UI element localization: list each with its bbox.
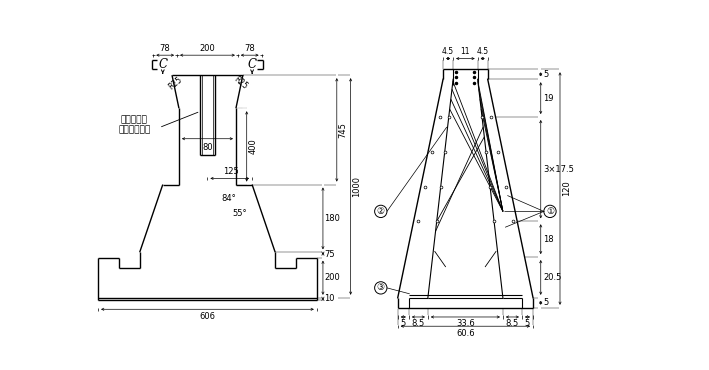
Text: 80: 80 xyxy=(202,143,213,152)
Text: 5: 5 xyxy=(543,70,548,79)
Text: 75: 75 xyxy=(325,250,335,259)
Text: 5: 5 xyxy=(401,319,406,328)
Text: 5: 5 xyxy=(525,319,530,328)
Text: 78: 78 xyxy=(245,44,255,53)
Text: 20.5: 20.5 xyxy=(543,273,562,282)
Text: 200: 200 xyxy=(199,44,216,53)
Text: 78: 78 xyxy=(160,44,171,53)
Text: 11: 11 xyxy=(461,47,470,56)
Text: R25: R25 xyxy=(167,75,184,91)
Text: ①: ① xyxy=(546,207,554,216)
Text: 400: 400 xyxy=(248,138,257,154)
Text: C: C xyxy=(247,58,257,71)
Text: ②: ② xyxy=(376,207,385,216)
Text: 10: 10 xyxy=(325,295,335,303)
Text: 18: 18 xyxy=(543,235,554,244)
Text: 纵向连接部: 纵向连接部 xyxy=(121,115,147,124)
Text: 5: 5 xyxy=(543,298,548,307)
Text: 19: 19 xyxy=(543,94,554,102)
Text: 预埋矩形钢管: 预埋矩形钢管 xyxy=(118,125,150,134)
Text: 8.5: 8.5 xyxy=(506,319,519,328)
Text: 606: 606 xyxy=(199,312,216,320)
Text: 120: 120 xyxy=(562,181,571,196)
Text: 4.5: 4.5 xyxy=(476,47,489,56)
Text: 60.6: 60.6 xyxy=(456,329,475,337)
Text: 8.5: 8.5 xyxy=(412,319,425,328)
Text: 1000: 1000 xyxy=(352,176,361,197)
Text: C: C xyxy=(158,58,167,71)
Text: 55°: 55° xyxy=(232,209,247,218)
Text: 4.5: 4.5 xyxy=(442,47,454,56)
Text: 84°: 84° xyxy=(221,194,236,203)
Text: 745: 745 xyxy=(338,122,347,138)
Text: 33.6: 33.6 xyxy=(456,319,475,328)
Text: 180: 180 xyxy=(325,214,340,223)
Text: 200: 200 xyxy=(325,273,340,282)
Text: R25: R25 xyxy=(232,75,249,91)
Text: 3×17.5: 3×17.5 xyxy=(543,165,574,174)
Text: ③: ③ xyxy=(376,283,385,292)
Text: 125: 125 xyxy=(223,167,239,176)
